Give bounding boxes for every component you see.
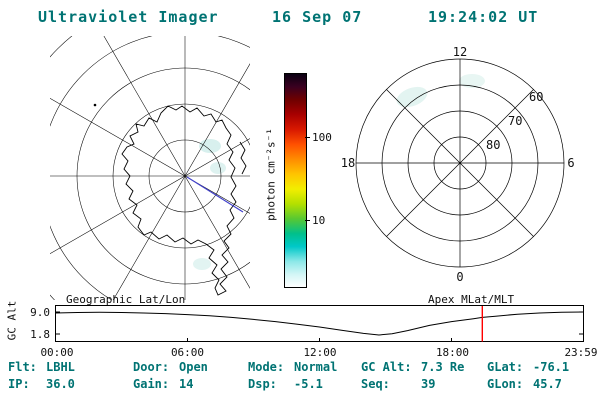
island-dot xyxy=(93,103,97,107)
status-gcalt: GC Alt: 7.3 Re xyxy=(361,360,465,374)
auroral-emission-blob xyxy=(210,162,226,174)
status-mode: Mode: Normal xyxy=(248,360,338,374)
auroral-emission-blob xyxy=(193,258,211,270)
xtick-1200: 12:00 xyxy=(303,346,337,359)
app-title: Ultraviolet Imager xyxy=(38,8,219,26)
mlat-70-label: 70 xyxy=(508,114,522,128)
antarctica-coastline xyxy=(121,105,237,296)
date-label: 16 Sep 07 xyxy=(272,8,363,26)
spacecraft-trace xyxy=(186,176,244,213)
mlt-6-label: 6 xyxy=(567,156,574,170)
colorbar-tick-100: 100 xyxy=(312,131,332,144)
alt-curve xyxy=(55,311,584,336)
ytick-9: 9.0 xyxy=(30,306,50,319)
colorbar xyxy=(284,73,307,288)
geographic-map-panel xyxy=(50,36,250,300)
coastline-fragment xyxy=(239,141,247,175)
mlt-12-label: 12 xyxy=(453,45,467,59)
status-flt: Flt: LBHL xyxy=(8,360,75,374)
xtick-1800: 18:00 xyxy=(435,346,470,359)
status-seq: Seq: 39 xyxy=(361,377,436,391)
colorbar-tick-10: 10 xyxy=(312,214,326,227)
xtick-2359: 23:59 xyxy=(564,346,598,359)
altitude-plot xyxy=(55,305,584,342)
status-glat: GLat: -76.1 xyxy=(487,360,570,374)
altitude-y-axis-label: GC Alt xyxy=(5,300,19,341)
geo-panel-caption: Geographic Lat/Lon xyxy=(66,293,186,306)
mlt-0-label: 0 xyxy=(456,270,463,284)
colorbar-unit-label: photon cm⁻²s⁻¹ xyxy=(264,128,278,221)
status-dsp: Dsp: -5.1 xyxy=(248,377,323,391)
mlat-80-label: 80 xyxy=(486,138,500,152)
xtick-0000: 00:00 xyxy=(40,346,74,359)
auroral-emission-blob xyxy=(396,86,428,108)
mlat-60-label: 60 xyxy=(529,90,543,104)
mlat-mlt-grid xyxy=(355,58,565,268)
auroral-emission-blob xyxy=(459,74,485,88)
status-ip: IP: 36.0 xyxy=(8,377,75,391)
status-door: Door: Open xyxy=(133,360,208,374)
ytick-1-8: 1.8 xyxy=(30,328,50,341)
time-label: 19:24:02 UT xyxy=(428,8,539,26)
apex-polar-panel: 12 18 6 0 60 70 80 xyxy=(341,45,575,284)
colorbar-tick-100-mark xyxy=(305,137,310,138)
mlt-18-label: 18 xyxy=(341,156,355,170)
status-gain: Gain: 14 xyxy=(133,377,194,391)
apex-panel-caption: Apex MLat/MLT xyxy=(428,293,515,306)
colorbar-tick-10-mark xyxy=(305,220,310,221)
xtick-0600: 06:00 xyxy=(170,346,205,359)
status-glon: GLon: 45.7 xyxy=(487,377,562,391)
latlon-grid xyxy=(50,36,250,300)
